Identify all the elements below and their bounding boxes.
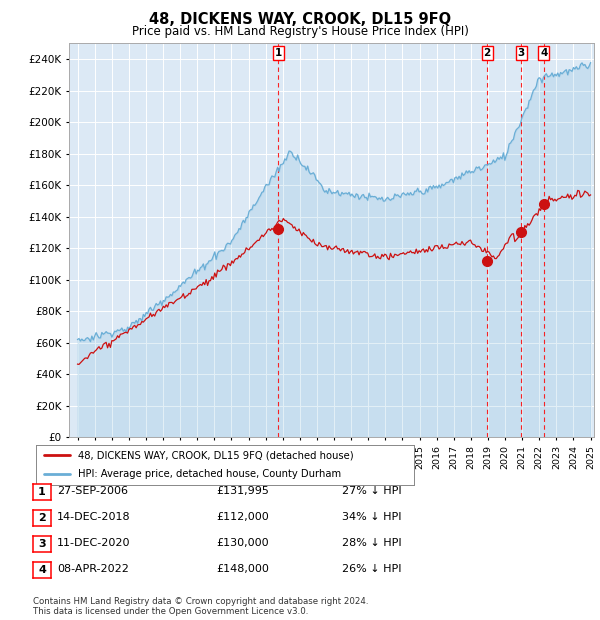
Text: HPI: Average price, detached house, County Durham: HPI: Average price, detached house, Coun… (77, 469, 341, 479)
Text: 34% ↓ HPI: 34% ↓ HPI (342, 512, 401, 522)
Text: 3: 3 (38, 539, 46, 549)
Text: 27-SEP-2006: 27-SEP-2006 (57, 486, 128, 496)
Text: 48, DICKENS WAY, CROOK, DL15 9FQ (detached house): 48, DICKENS WAY, CROOK, DL15 9FQ (detach… (77, 450, 353, 461)
Text: 1: 1 (38, 487, 46, 497)
Text: Contains HM Land Registry data © Crown copyright and database right 2024.: Contains HM Land Registry data © Crown c… (33, 597, 368, 606)
Text: £112,000: £112,000 (216, 512, 269, 522)
Text: 08-APR-2022: 08-APR-2022 (57, 564, 129, 574)
Text: 4: 4 (540, 48, 548, 58)
Text: £148,000: £148,000 (216, 564, 269, 574)
Text: £130,000: £130,000 (216, 538, 269, 548)
Text: 28% ↓ HPI: 28% ↓ HPI (342, 538, 401, 548)
Text: 48, DICKENS WAY, CROOK, DL15 9FQ: 48, DICKENS WAY, CROOK, DL15 9FQ (149, 12, 451, 27)
Text: 11-DEC-2020: 11-DEC-2020 (57, 538, 131, 548)
Text: 1: 1 (275, 48, 282, 58)
Text: This data is licensed under the Open Government Licence v3.0.: This data is licensed under the Open Gov… (33, 606, 308, 616)
Text: Price paid vs. HM Land Registry's House Price Index (HPI): Price paid vs. HM Land Registry's House … (131, 25, 469, 38)
Text: 2: 2 (38, 513, 46, 523)
Text: 26% ↓ HPI: 26% ↓ HPI (342, 564, 401, 574)
Text: 14-DEC-2018: 14-DEC-2018 (57, 512, 131, 522)
Text: 3: 3 (518, 48, 525, 58)
Text: 2: 2 (484, 48, 491, 58)
Text: £131,995: £131,995 (216, 486, 269, 496)
Text: 4: 4 (38, 565, 46, 575)
Text: 27% ↓ HPI: 27% ↓ HPI (342, 486, 401, 496)
